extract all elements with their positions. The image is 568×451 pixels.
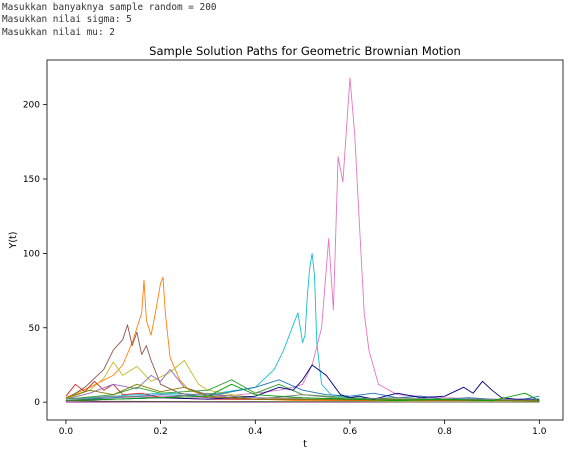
x-axis: 0.0 0.2 0.4 0.6 0.8 1.0 (59, 420, 547, 437)
series-line-9 (65, 364, 540, 402)
series-line-8 (65, 379, 540, 402)
plot-frame (46, 59, 564, 421)
series-line-10 (65, 392, 540, 402)
x-axis-label: t (303, 439, 307, 450)
console-line: Masukkan banyaknya sample random = 200 (2, 2, 217, 13)
y-tick-label: 100 (23, 249, 40, 259)
chart-title: Sample Solution Paths for Geometric Brow… (149, 44, 461, 58)
x-tick-label: 0.2 (153, 427, 167, 437)
console-output: Masukkan banyaknya sample random = 200 M… (2, 2, 216, 39)
series-line-3 (65, 324, 540, 402)
y-axis: 0 50 100 150 200 (23, 101, 47, 408)
y-tick-label: 0 (34, 398, 40, 408)
x-tick-label: 1.0 (532, 427, 547, 437)
series-line-2 (65, 276, 540, 402)
series-line-7 (65, 379, 540, 402)
x-tick-label: 0.6 (343, 427, 358, 437)
series-line-14 (65, 400, 540, 403)
x-tick-label: 0.0 (59, 427, 74, 437)
y-tick-label: 150 (23, 175, 40, 185)
y-tick-label: 200 (23, 101, 40, 111)
series-layer (65, 77, 540, 403)
series-line-1 (65, 252, 540, 402)
x-tick-label: 0.4 (248, 427, 263, 437)
y-axis-label: Y(t) (8, 232, 19, 250)
series-line-11 (65, 383, 540, 402)
y-tick-label: 50 (29, 324, 41, 334)
series-line-12 (65, 383, 540, 402)
series-line-6 (65, 368, 540, 402)
series-line-0 (65, 77, 540, 400)
console-line: Masukkan nilai sigma: 5 (2, 14, 132, 26)
console-line: Masukkan nilai mu: 2 (2, 26, 115, 38)
x-tick-label: 0.8 (437, 427, 452, 437)
